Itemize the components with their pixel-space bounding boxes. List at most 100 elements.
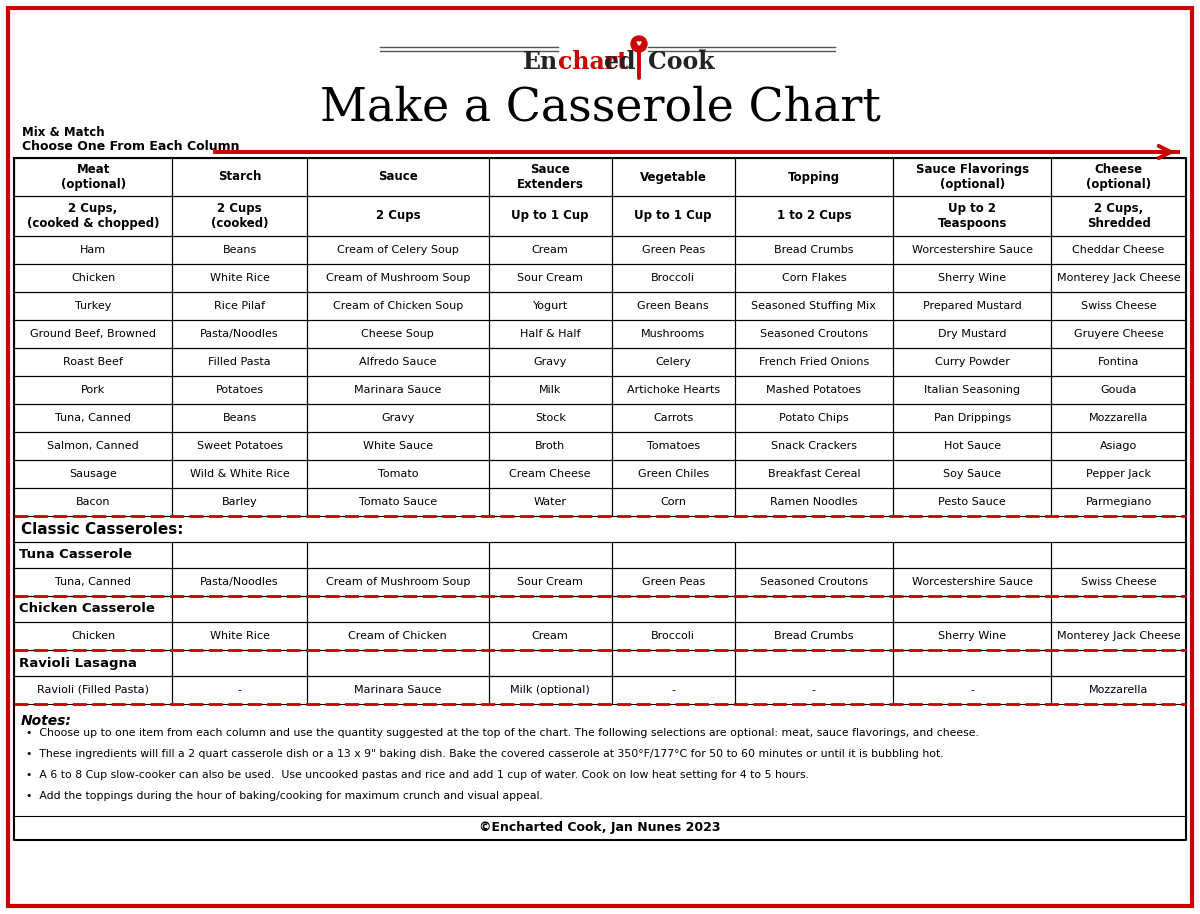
Text: •  Choose up to one item from each column and use the quantity suggested at the : • Choose up to one item from each column…: [26, 728, 979, 738]
Text: Sweet Potatoes: Sweet Potatoes: [197, 441, 283, 451]
Text: 2 Cups,
Shredded: 2 Cups, Shredded: [1087, 202, 1151, 230]
Text: Cream: Cream: [532, 631, 569, 641]
Text: Pepper Jack: Pepper Jack: [1086, 469, 1151, 479]
Text: Tomato: Tomato: [378, 469, 418, 479]
Text: Milk (optional): Milk (optional): [510, 685, 590, 695]
Text: White Rice: White Rice: [210, 631, 270, 641]
Text: Beans: Beans: [222, 413, 257, 423]
Text: Sour Cream: Sour Cream: [517, 273, 583, 283]
Text: Make a Casserole Chart: Make a Casserole Chart: [319, 85, 881, 131]
Text: Italian Seasoning: Italian Seasoning: [924, 385, 1020, 395]
Text: ™: ™: [698, 47, 708, 57]
Text: Tomatoes: Tomatoes: [647, 441, 700, 451]
Text: Notes:: Notes:: [22, 714, 72, 728]
Text: Cheddar Cheese: Cheddar Cheese: [1073, 245, 1165, 255]
Text: Chicken: Chicken: [71, 273, 115, 283]
Bar: [14, 158, 1186, 840]
Text: ed: ed: [604, 50, 636, 74]
Text: Cream of Mushroom Soup: Cream of Mushroom Soup: [325, 577, 470, 587]
Text: Seasoned Croutons: Seasoned Croutons: [760, 329, 868, 339]
Text: -: -: [238, 685, 241, 695]
Text: White Rice: White Rice: [210, 273, 270, 283]
Text: Pork: Pork: [80, 385, 106, 395]
Text: Vegetable: Vegetable: [640, 171, 707, 184]
Text: Monterey Jack Cheese: Monterey Jack Cheese: [1057, 273, 1181, 283]
Text: Up to 1 Cup: Up to 1 Cup: [635, 209, 712, 222]
Text: Snack Crackers: Snack Crackers: [770, 441, 857, 451]
Text: Bread Crumbs: Bread Crumbs: [774, 245, 853, 255]
Text: 2 Cups,
(cooked & chopped): 2 Cups, (cooked & chopped): [26, 202, 160, 230]
Text: Mozzarella: Mozzarella: [1088, 413, 1148, 423]
Text: -: -: [812, 685, 816, 695]
Text: Gravy: Gravy: [382, 413, 414, 423]
Text: Turkey: Turkey: [74, 301, 112, 311]
Text: Cook: Cook: [648, 50, 715, 74]
Text: Mix & Match: Mix & Match: [22, 126, 104, 140]
Text: Pasta/Noodles: Pasta/Noodles: [200, 329, 278, 339]
Text: Mashed Potatoes: Mashed Potatoes: [767, 385, 862, 395]
Text: ©Encharted Cook, Jan Nunes 2023: ©Encharted Cook, Jan Nunes 2023: [479, 822, 721, 834]
Text: Sauce
Extenders: Sauce Extenders: [517, 163, 583, 191]
Text: Broccoli: Broccoli: [652, 631, 695, 641]
Text: -: -: [970, 685, 974, 695]
Text: Barley: Barley: [222, 497, 258, 507]
Text: Green Peas: Green Peas: [642, 245, 704, 255]
Text: Artichoke Hearts: Artichoke Hearts: [626, 385, 720, 395]
Text: Cheese
(optional): Cheese (optional): [1086, 163, 1151, 191]
Text: Prepared Mustard: Prepared Mustard: [923, 301, 1021, 311]
Text: Marinara Sauce: Marinara Sauce: [354, 385, 442, 395]
Text: Green Beans: Green Beans: [637, 301, 709, 311]
Text: Choose One From Each Column: Choose One From Each Column: [22, 140, 240, 153]
Text: Gruyere Cheese: Gruyere Cheese: [1074, 329, 1164, 339]
Text: Tuna Casserole: Tuna Casserole: [19, 548, 132, 561]
Text: Half & Half: Half & Half: [520, 329, 581, 339]
Text: Ham: Ham: [80, 245, 106, 255]
Text: Potato Chips: Potato Chips: [779, 413, 848, 423]
Text: Corn Flakes: Corn Flakes: [781, 273, 846, 283]
Text: Ground Beef, Browned: Ground Beef, Browned: [30, 329, 156, 339]
Text: Sour Cream: Sour Cream: [517, 577, 583, 587]
Text: Cream: Cream: [532, 245, 569, 255]
Text: Sherry Wine: Sherry Wine: [938, 273, 1006, 283]
Text: French Fried Onions: French Fried Onions: [758, 357, 869, 367]
Text: Broccoli: Broccoli: [652, 273, 695, 283]
Text: Up to 1 Cup: Up to 1 Cup: [511, 209, 589, 222]
Circle shape: [631, 36, 647, 52]
Text: Gouda: Gouda: [1100, 385, 1136, 395]
Text: Pasta/Noodles: Pasta/Noodles: [200, 577, 278, 587]
Text: Topping: Topping: [788, 171, 840, 184]
Text: Cream of Mushroom Soup: Cream of Mushroom Soup: [325, 273, 470, 283]
Text: Swiss Cheese: Swiss Cheese: [1081, 577, 1157, 587]
Text: Pesto Sauce: Pesto Sauce: [938, 497, 1006, 507]
Text: Water: Water: [534, 497, 566, 507]
Text: Seasoned Stuffing Mix: Seasoned Stuffing Mix: [751, 301, 876, 311]
Text: Sausage: Sausage: [70, 469, 116, 479]
Text: Bacon: Bacon: [76, 497, 110, 507]
Text: Classic Casseroles:: Classic Casseroles:: [22, 522, 184, 537]
Text: Bread Crumbs: Bread Crumbs: [774, 631, 853, 641]
Text: Curry Powder: Curry Powder: [935, 357, 1009, 367]
Text: Ravioli (Filled Pasta): Ravioli (Filled Pasta): [37, 685, 149, 695]
Text: Mushrooms: Mushrooms: [641, 329, 706, 339]
Text: Fontina: Fontina: [1098, 357, 1139, 367]
Text: chart: chart: [558, 50, 628, 74]
Text: Meat
(optional): Meat (optional): [60, 163, 126, 191]
Text: Green Peas: Green Peas: [642, 577, 704, 587]
Text: Cream of Celery Soup: Cream of Celery Soup: [337, 245, 458, 255]
Text: Yogurt: Yogurt: [533, 301, 568, 311]
Text: Soy Sauce: Soy Sauce: [943, 469, 1001, 479]
Text: White Sauce: White Sauce: [362, 441, 433, 451]
Text: Broth: Broth: [535, 441, 565, 451]
Text: •  These ingredients will fill a 2 quart casserole dish or a 13 x 9" baking dish: • These ingredients will fill a 2 quart …: [26, 749, 943, 759]
Text: Worcestershire Sauce: Worcestershire Sauce: [912, 577, 1033, 587]
Text: Roast Beef: Roast Beef: [64, 357, 124, 367]
Text: Tuna, Canned: Tuna, Canned: [55, 413, 131, 423]
Text: Chicken Casserole: Chicken Casserole: [19, 602, 155, 615]
Text: Pan Drippings: Pan Drippings: [934, 413, 1010, 423]
Text: Seasoned Croutons: Seasoned Croutons: [760, 577, 868, 587]
Text: Up to 2
Teaspoons: Up to 2 Teaspoons: [937, 202, 1007, 230]
Text: Salmon, Canned: Salmon, Canned: [47, 441, 139, 451]
Text: Sauce Flavorings
(optional): Sauce Flavorings (optional): [916, 163, 1028, 191]
Text: -: -: [671, 685, 676, 695]
Text: Potatoes: Potatoes: [216, 385, 264, 395]
